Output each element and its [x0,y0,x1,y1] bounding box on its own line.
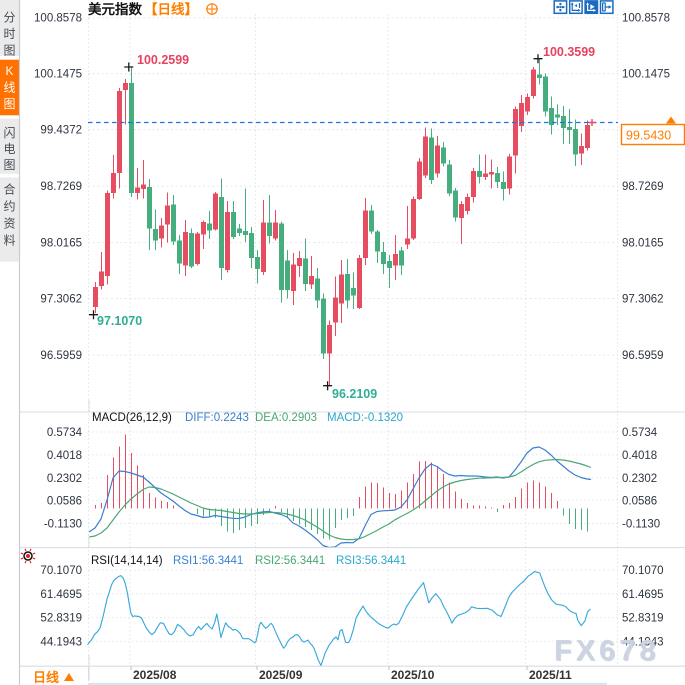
svg-text:约: 约 [3,199,15,214]
svg-text:97.3062: 97.3062 [622,294,664,306]
svg-text:闪: 闪 [3,126,15,140]
svg-text:98.7269: 98.7269 [622,181,664,193]
svg-text:合: 合 [3,182,15,197]
svg-text:【日线】: 【日线】 [144,1,198,17]
svg-text:44.1943: 44.1943 [40,636,82,648]
svg-text:资: 资 [3,217,15,231]
svg-text:图: 图 [3,158,15,172]
svg-text:0.2302: 0.2302 [47,473,82,485]
svg-text:0.0586: 0.0586 [47,495,82,507]
svg-text:FX678: FX678 [554,635,659,667]
svg-text:100.1475: 100.1475 [622,69,670,81]
svg-text:时: 时 [3,27,15,41]
svg-text:98.7269: 98.7269 [40,181,82,193]
svg-text:52.8319: 52.8319 [622,613,664,625]
svg-text:图: 图 [3,44,15,58]
svg-text:料: 料 [3,234,15,248]
svg-text:日线: 日线 [33,670,59,685]
svg-text:线: 线 [3,81,15,95]
svg-text:100.8578: 100.8578 [34,13,82,25]
svg-text:0.2302: 0.2302 [622,473,657,485]
svg-text:100.1475: 100.1475 [34,69,82,81]
svg-text:-0.1130: -0.1130 [44,519,82,531]
svg-text:52.8319: 52.8319 [40,613,82,625]
svg-text:0.4018: 0.4018 [47,450,82,462]
svg-text:0.0586: 0.0586 [622,495,657,507]
svg-text:98.0165: 98.0165 [40,238,82,250]
svg-text:2025/09: 2025/09 [259,668,303,682]
svg-text:2025/08: 2025/08 [133,668,177,682]
svg-text:70.1070: 70.1070 [622,565,664,577]
svg-text:96.5959: 96.5959 [622,350,664,362]
svg-text:2025/10: 2025/10 [391,668,435,682]
svg-text:61.4695: 61.4695 [622,589,664,601]
svg-text:分: 分 [3,11,15,25]
svg-text:RSI2:56.3441: RSI2:56.3441 [255,555,325,567]
svg-text:97.3062: 97.3062 [40,294,82,306]
svg-text:K: K [5,64,13,78]
svg-text:96.2109: 96.2109 [332,387,377,401]
svg-text:RSI1:56.3441: RSI1:56.3441 [173,555,243,567]
svg-text:97.1070: 97.1070 [97,314,142,328]
svg-text:MACD:-0.1320: MACD:-0.1320 [327,412,403,424]
svg-text:2025/11: 2025/11 [529,668,572,682]
svg-text:99.4372: 99.4372 [40,125,82,137]
svg-text:MACD(26,12,9): MACD(26,12,9) [92,412,172,424]
svg-text:0.5734: 0.5734 [47,427,83,439]
svg-text:0.4018: 0.4018 [622,450,657,462]
svg-text:-0.1130: -0.1130 [622,519,660,531]
svg-text:100.3599: 100.3599 [543,45,595,59]
svg-text:电: 电 [3,142,15,156]
svg-text:DIFF:0.2243: DIFF:0.2243 [185,412,249,424]
svg-text:100.8578: 100.8578 [622,13,670,25]
svg-text:RSI3:56.3441: RSI3:56.3441 [336,555,406,567]
svg-text:美元指数: 美元指数 [88,1,142,17]
svg-text:98.0165: 98.0165 [622,238,664,250]
svg-text:0.5734: 0.5734 [622,427,658,439]
svg-text:RSI(14,14,14): RSI(14,14,14) [91,555,163,567]
svg-text:70.1070: 70.1070 [40,565,82,577]
svg-text:DEA:0.2903: DEA:0.2903 [255,412,317,424]
svg-text:图: 图 [3,97,15,111]
svg-text:61.4695: 61.4695 [40,589,82,601]
svg-text:44.1943: 44.1943 [622,636,664,648]
svg-text:100.2599: 100.2599 [137,53,189,67]
svg-text:FX678: FX678 [555,636,660,668]
svg-text:96.5959: 96.5959 [40,350,82,362]
svg-text:99.5430: 99.5430 [626,129,671,143]
